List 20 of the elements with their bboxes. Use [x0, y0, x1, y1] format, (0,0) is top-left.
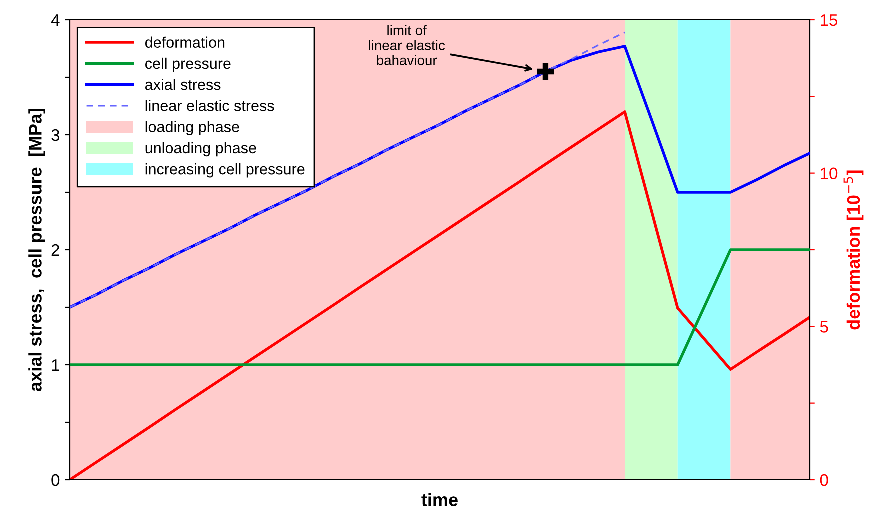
legend-label: cell pressure [146, 58, 231, 72]
annotation: loading phase [146, 121, 240, 136]
annotation: limit of linear elastic bahaviour [369, 25, 446, 66]
y-tick-label: 4 [51, 14, 60, 26]
y2-tick-label: 15 [820, 14, 838, 26]
y2-tick-label: 5 [820, 321, 828, 333]
y2-tick-label: 0 [820, 474, 828, 486]
annotation: increasing cell pressure [146, 164, 305, 178]
y-tick-label: 3 [52, 129, 60, 142]
y-axis-title: axial stress, cell pressure [MPa] [28, 108, 46, 392]
legend-label: linear elastic stress [146, 100, 274, 112]
y-tick-label: 2 [52, 244, 60, 256]
y-tick-label: 1 [52, 360, 60, 372]
y-tick-label: 0 [52, 474, 60, 486]
annotation: unloading phase [146, 142, 256, 157]
y2-axis-title: deformation [10$^{−5}$] [844, 170, 864, 330]
y2-tick-label: 10 [820, 168, 838, 180]
x-axis-title: time [422, 493, 458, 506]
legend-label: axial stress [146, 79, 221, 90]
legend-label: deformation [146, 36, 225, 48]
